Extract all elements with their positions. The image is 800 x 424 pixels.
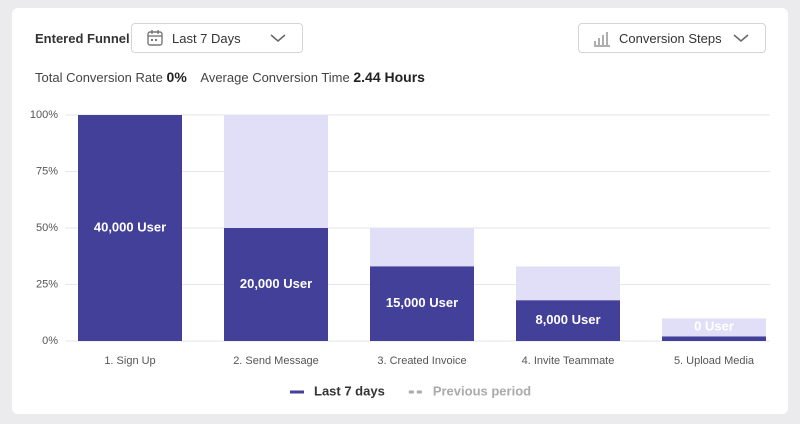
legend-label: Previous period <box>433 383 531 398</box>
bar-label: 40,000 User <box>94 219 166 234</box>
bar <box>224 228 328 341</box>
y-tick-label: 0% <box>42 335 58 347</box>
x-tick-label: 1. Sign Up <box>104 355 155 367</box>
bar <box>516 300 620 341</box>
x-tick-label: 2. Send Message <box>233 355 319 367</box>
calendar-icon <box>147 30 163 46</box>
bar-label: 20,000 User <box>240 276 312 291</box>
legend-label: Last 7 days <box>314 383 385 398</box>
total-rate-value: 0% <box>166 69 187 85</box>
bar <box>662 336 766 341</box>
x-tick-label: 3. Created Invoice <box>377 355 466 367</box>
bar-label: 8,000 User <box>535 312 600 327</box>
total-rate-label: Total Conversion Rate <box>35 70 163 85</box>
x-tick-label: 4. Invite Teammate <box>522 355 615 367</box>
summary: Total Conversion Rate 0% Average Convers… <box>35 69 425 85</box>
avg-time-value: 2.44 Hours <box>353 69 425 85</box>
y-tick-label: 50% <box>36 222 58 234</box>
view-dropdown[interactable]: Conversion Steps <box>578 23 766 53</box>
x-tick-label: 5. Upload Media <box>674 355 755 367</box>
y-tick-label: 100% <box>30 109 58 121</box>
funnel-label: Entered Funnel <box>35 31 130 46</box>
avg-time-label: Average Conversion Time <box>200 70 350 85</box>
y-tick-label: 75% <box>36 165 58 177</box>
bar-label: 15,000 User <box>386 295 458 310</box>
view-value: Conversion Steps <box>619 30 722 46</box>
chevron <box>270 34 286 42</box>
bar <box>78 115 182 341</box>
chevron <box>733 34 749 42</box>
chart-icon <box>594 32 610 47</box>
period-dropdown[interactable]: Last 7 Days <box>131 23 303 53</box>
bar <box>662 318 766 341</box>
y-tick-label: 25% <box>36 278 58 290</box>
period-value: Last 7 Days <box>172 30 241 46</box>
bar <box>370 266 474 341</box>
bar-label: 0 User <box>694 318 734 333</box>
